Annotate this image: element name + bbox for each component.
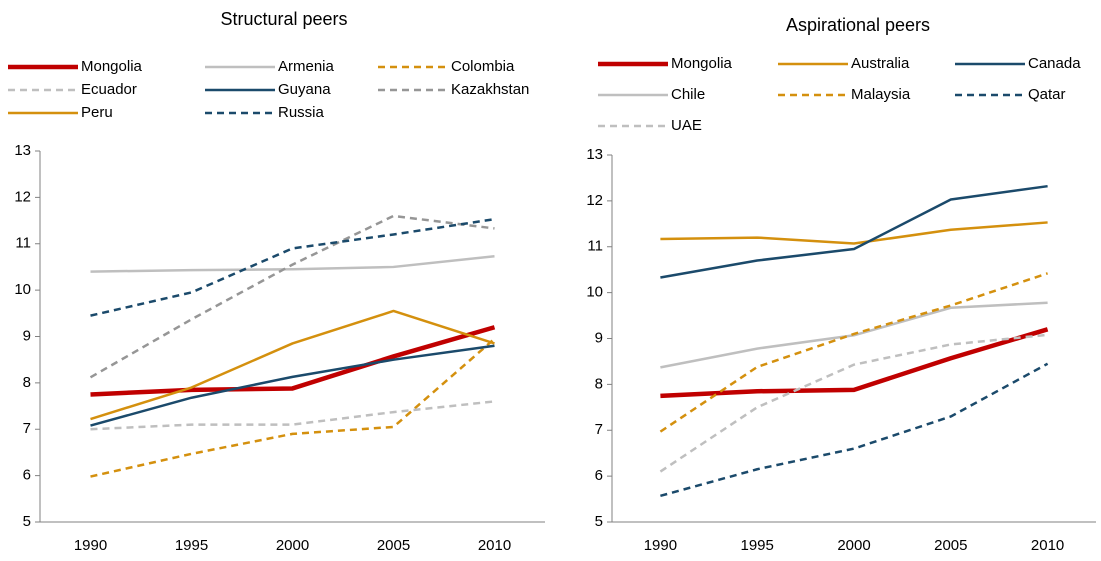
x-tick-label: 2005 <box>934 537 967 554</box>
series-line <box>660 221 1048 245</box>
x-tick-label: 2000 <box>837 537 870 554</box>
y-tick-label: 10 <box>14 281 31 298</box>
legend-label: UAE <box>671 117 702 134</box>
series-line <box>90 400 495 431</box>
y-tick-label: 12 <box>586 192 603 209</box>
y-tick-label: 5 <box>595 513 603 530</box>
y-tick-label: 13 <box>14 142 31 159</box>
legend-label: Australia <box>851 55 910 72</box>
x-tick-label: 1990 <box>74 537 107 554</box>
y-tick-label: 8 <box>23 374 31 391</box>
legend-label: Peru <box>81 104 113 121</box>
series-line <box>90 344 495 427</box>
y-tick-label: 12 <box>14 188 31 205</box>
series-line <box>659 272 1048 433</box>
y-tick-label: 6 <box>23 467 31 484</box>
y-tick-label: 8 <box>595 375 603 392</box>
chart-title: Structural peers <box>220 9 347 29</box>
legend-label: Mongolia <box>671 55 733 72</box>
series-line <box>90 217 495 317</box>
x-tick-label: 1995 <box>175 537 208 554</box>
legend-label: Kazakhstan <box>451 81 529 98</box>
series-line <box>660 301 1048 369</box>
y-tick-label: 7 <box>23 420 31 437</box>
x-tick-label: 2005 <box>377 537 410 554</box>
series-line <box>660 184 1048 279</box>
series-line <box>90 337 496 478</box>
series-line <box>90 325 496 397</box>
y-tick-label: 9 <box>23 327 31 344</box>
x-tick-label: 2010 <box>1031 537 1064 554</box>
y-tick-label: 10 <box>586 284 603 301</box>
y-tick-label: 9 <box>595 329 603 346</box>
y-tick-label: 7 <box>595 421 603 438</box>
legend-label: Guyana <box>278 81 331 98</box>
legend-label: Colombia <box>451 58 515 75</box>
y-tick-label: 13 <box>586 146 603 163</box>
legend-label: Qatar <box>1028 86 1066 103</box>
y-tick-label: 6 <box>595 467 603 484</box>
x-tick-label: 2000 <box>276 537 309 554</box>
legend-label: Malaysia <box>851 86 911 103</box>
y-tick-label: 11 <box>15 235 31 252</box>
legend-label: Ecuador <box>81 81 137 98</box>
series-line <box>90 309 495 421</box>
series-line <box>660 362 1049 498</box>
legend-label: Armenia <box>278 58 335 75</box>
series-line <box>89 214 495 379</box>
y-tick-label: 11 <box>587 238 603 255</box>
legend-label: Russia <box>278 104 325 121</box>
series-line <box>659 333 1048 473</box>
legend-label: Chile <box>671 86 705 103</box>
x-tick-label: 2010 <box>478 537 511 554</box>
series-line <box>660 327 1049 399</box>
legend-label: Mongolia <box>81 58 143 75</box>
x-tick-label: 1990 <box>644 537 677 554</box>
legend-label: Canada <box>1028 55 1081 72</box>
series-line <box>90 255 495 273</box>
y-tick-label: 5 <box>23 513 31 530</box>
chart-title: Aspirational peers <box>786 15 930 35</box>
x-tick-label: 1995 <box>741 537 774 554</box>
